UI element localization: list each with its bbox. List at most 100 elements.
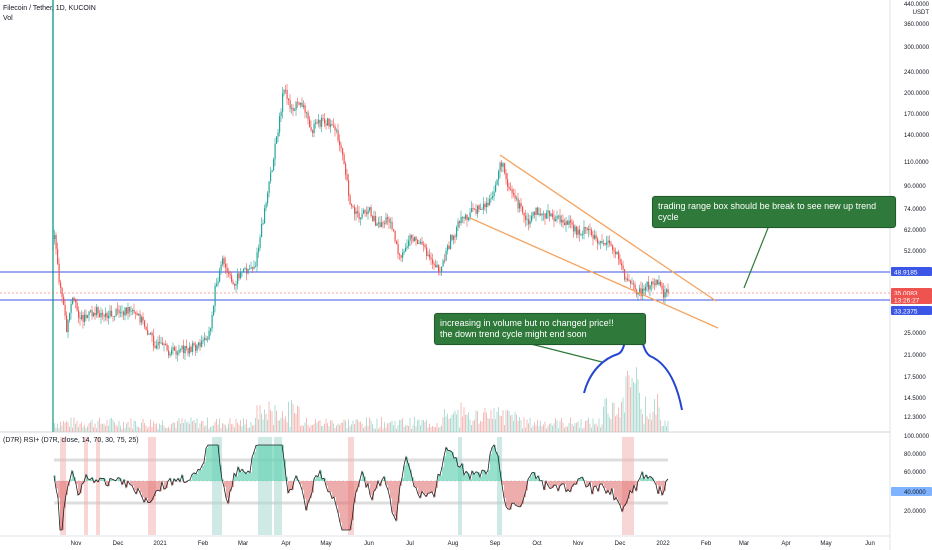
volume-bar [259,405,261,432]
rsi-band [497,437,502,535]
volume-bar [202,420,204,432]
rsi-fill-up [462,463,464,481]
volume-bar [490,410,492,432]
volume-bar [99,417,100,432]
volume-bar [660,419,661,432]
price-badge [891,306,932,315]
rsi-fill-up [448,450,450,481]
candle-body [441,266,443,273]
candle-body [313,123,315,133]
volume-bar [606,398,607,432]
candle-body [280,111,282,117]
rsi-fill-up [248,471,250,481]
rsi-fill-up [460,467,462,481]
candle-body [571,222,573,225]
candle-body [637,292,639,295]
candle-body [574,226,576,232]
rsi-fill-down [366,481,368,488]
rsi-axis: 100.0000 80.0000 60.0000 40.0000 20.0000 [904,434,930,515]
candle-body [384,223,386,225]
volume-bar [271,411,273,432]
time-tick-label: Dec [113,541,124,547]
candle-body [657,279,659,285]
volume-bar [127,421,129,432]
candle-body [250,267,252,269]
time-tick-label: Sep [490,541,501,547]
volume-bar [427,427,429,432]
candle-body [582,234,584,235]
volume-bar [184,419,186,432]
candle-body [424,245,426,248]
candle-body [514,194,516,199]
volume-bar [321,425,322,432]
rsi-fill-up [54,475,56,481]
candle-body [139,313,141,323]
time-tick-label: Mar [739,541,749,547]
volume-bar [571,423,573,432]
rsi-fill-up [244,471,246,481]
rsi-fill-down [626,481,628,504]
volume-bar [352,420,354,432]
candle-body [54,235,56,239]
volume-bar [159,423,160,432]
rsi-fill-down [512,481,514,504]
candle-body [318,119,320,124]
volume-bar [528,423,529,432]
volume-bar [351,424,352,432]
volume-bar [217,424,219,432]
volume-bar [328,426,330,432]
candle-body [597,238,599,244]
volume-bar [588,417,589,432]
candle-body [130,311,132,312]
volume-bar [507,409,508,432]
rsi-fill-down [590,481,592,483]
rsi-fill-up [286,476,288,481]
rsi-fill-down [136,481,138,494]
candle-body [474,209,476,210]
rsi-fill-down [342,481,344,530]
candle-body [73,297,75,300]
volume-bar [471,425,472,432]
candle-body [105,313,107,317]
candle-body [222,258,224,265]
candle-body [331,124,333,126]
candle-body [576,226,578,235]
candle-body [579,229,581,235]
candle-body [258,247,260,253]
candle-body [372,216,374,221]
volume-bar [222,423,223,432]
volume-bar [205,425,207,432]
volume-label: Vol [3,15,13,22]
rsi-fill-up [278,445,280,481]
candle-body [532,212,534,216]
candle-body [568,220,570,225]
rsi-fill-down [520,481,522,507]
rsi-fill-up [242,469,244,481]
volume-bar [235,418,237,432]
volume-bar [256,405,258,432]
rsi-fill-up [488,470,490,481]
volume-bar [363,427,364,432]
rsi-fill-up [74,477,76,481]
rsi-fill-down [78,481,80,496]
rsi-fill-down [308,481,310,503]
candle-body [658,281,660,285]
candle-body [208,330,210,340]
candle-body [436,264,438,268]
candle-body [487,202,489,206]
rsi-fill-down [350,481,352,530]
rsi-fill-down [430,481,432,493]
rsi-fill-up [202,465,204,481]
volume-bar [246,419,247,432]
volume-bar [145,425,147,432]
candle-body [147,330,149,335]
volume-bar [610,419,612,432]
candle-body [223,258,225,264]
volume-bar [444,409,445,432]
rsi-fill-down [230,481,232,492]
candle-body [114,316,116,317]
annotation-volume-line2: the down trend cycle might end soon [440,329,587,339]
candle-body [622,265,624,270]
